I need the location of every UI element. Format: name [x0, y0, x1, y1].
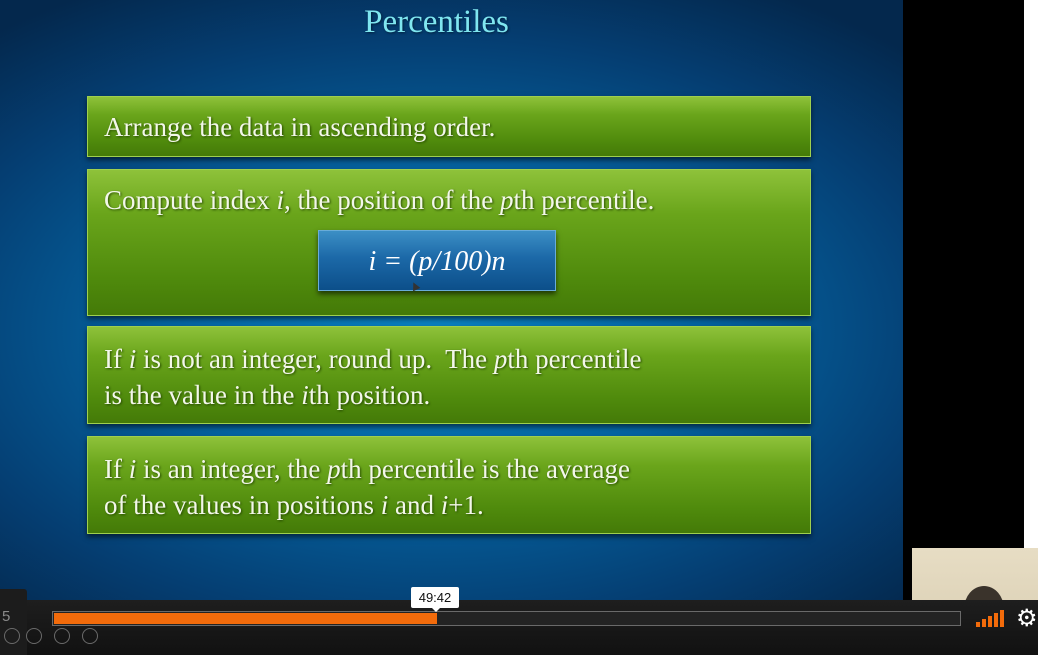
circle-icon[interactable]: [54, 628, 70, 644]
side-strip: [1024, 0, 1038, 548]
italic-p: p: [493, 344, 508, 374]
step-box-non-integer: If i is not an integer, round up. The pt…: [87, 326, 811, 424]
italic-i: i: [128, 344, 137, 374]
circle-icon[interactable]: [4, 628, 20, 644]
text-run: th percentile: [507, 344, 642, 374]
text-run: th percentile.: [513, 185, 655, 215]
step-text: Arrange the data in ascending order.: [104, 112, 496, 142]
collapse-handle[interactable]: [0, 589, 27, 655]
gear-icon[interactable]: ⚙: [1016, 604, 1038, 632]
formula-box: i = (p/100)n: [318, 230, 556, 291]
italic-i: i: [128, 454, 137, 484]
text-run: of the values in positions: [104, 490, 381, 520]
text-run: is an integer, the: [136, 454, 328, 484]
circle-icon[interactable]: [82, 628, 98, 644]
text-run: If: [104, 344, 129, 374]
italic-i: i: [301, 380, 309, 410]
player-controls: [0, 600, 1038, 655]
progress-bar[interactable]: [52, 611, 961, 626]
formula-text: i = (p/100)n: [368, 246, 506, 277]
step-line: is the value in the ith position.: [104, 377, 794, 413]
tooltip-arrow: [431, 607, 441, 612]
italic-p: p: [327, 454, 341, 484]
text-run: , the position of the: [284, 185, 500, 215]
step-line: of the values in positions i and i+1.: [104, 487, 794, 523]
step-line: If i is an integer, the pth percentile i…: [104, 451, 794, 487]
slide-title: Percentiles: [364, 4, 509, 40]
italic-p: p: [499, 185, 514, 215]
step-line: Compute index i, the position of the pth…: [104, 182, 794, 218]
italic-i: i: [380, 490, 389, 520]
italic-i: i: [276, 185, 284, 215]
volume-bars-icon[interactable]: [976, 609, 1006, 627]
text-run: th position.: [308, 380, 431, 410]
text-run: is not an integer, round up. The: [136, 344, 494, 374]
italic-i: i: [440, 490, 449, 520]
progress-fill: [54, 613, 437, 624]
side-label: 5: [2, 608, 11, 625]
side-panel: [903, 0, 1024, 655]
time-tooltip: 49:42: [411, 587, 459, 608]
text-run: is the value in the: [104, 380, 302, 410]
text-run: +1.: [448, 490, 484, 520]
step-box-sort: Arrange the data in ascending order.: [87, 96, 811, 157]
slide-area: Percentiles Arrange the data in ascendin…: [0, 0, 903, 600]
text-run: th percentile is the average: [340, 454, 630, 484]
text-run: Compute index: [104, 185, 277, 215]
circle-icon[interactable]: [26, 628, 42, 644]
text-run: and: [388, 490, 441, 520]
step-line: If i is not an integer, round up. The pt…: [104, 341, 794, 377]
step-box-index: Compute index i, the position of the pth…: [87, 169, 811, 316]
step-box-integer: If i is an integer, the pth percentile i…: [87, 436, 811, 534]
text-run: If: [104, 454, 129, 484]
